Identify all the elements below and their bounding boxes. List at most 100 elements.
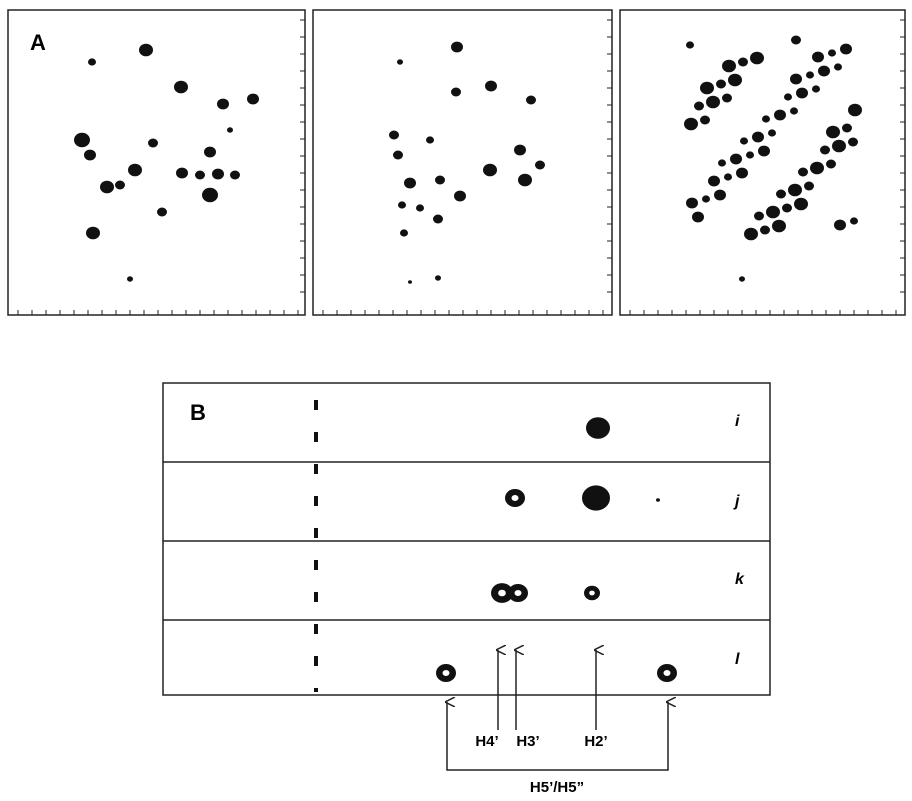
cross-peak-center <box>442 670 450 676</box>
cross-peak <box>176 167 188 179</box>
panel-label: B <box>190 400 206 425</box>
cross-peak <box>818 65 830 77</box>
cross-peak <box>393 150 403 160</box>
panel-b: B i j k l H4’ H3’ H2’ H5’/H5” <box>162 382 771 796</box>
cross-peak <box>195 170 205 180</box>
cross-peak <box>848 103 862 117</box>
cross-peak <box>416 204 424 212</box>
cross-peak <box>806 71 814 79</box>
cross-peak <box>433 214 443 224</box>
cross-peak-center <box>498 589 506 597</box>
peak-label: H5’/H5” <box>530 779 584 796</box>
cross-peak <box>750 51 764 65</box>
cross-peak <box>730 153 742 165</box>
cross-peak <box>174 80 188 94</box>
cross-peak <box>692 211 704 223</box>
cross-peak <box>746 151 754 159</box>
cross-peak <box>739 276 745 282</box>
cross-peak <box>84 149 96 161</box>
cross-peak <box>485 80 497 92</box>
cross-peak <box>518 173 532 187</box>
cross-peak <box>451 87 461 97</box>
cross-peak <box>694 101 704 111</box>
cross-peak <box>788 183 802 197</box>
cross-peak <box>435 175 445 185</box>
cross-peak <box>227 127 233 133</box>
cross-peak <box>397 59 403 65</box>
spectrum-frame <box>162 382 771 696</box>
cross-peak <box>798 167 808 177</box>
cross-peak <box>714 189 726 201</box>
cross-peak <box>782 203 792 213</box>
cross-peak <box>758 145 770 157</box>
cross-peak <box>706 95 720 109</box>
cross-peak <box>744 227 758 241</box>
cross-peak <box>738 57 748 67</box>
spectrum-frame <box>7 9 306 316</box>
cross-peak <box>840 43 852 55</box>
cross-peak <box>127 276 133 282</box>
cross-peak <box>850 217 858 225</box>
cross-peak <box>702 195 710 203</box>
cross-peak <box>700 81 714 95</box>
cross-peak <box>784 93 792 101</box>
cross-peak <box>514 144 526 156</box>
cross-peak <box>686 197 698 209</box>
cross-peak <box>740 137 748 145</box>
cross-peak <box>760 225 770 235</box>
cross-peak <box>408 280 412 284</box>
panel-a: A <box>7 9 906 316</box>
cross-peak <box>722 93 732 103</box>
row-label: j <box>733 493 740 510</box>
cross-peak <box>772 219 786 233</box>
cross-peak <box>810 161 824 175</box>
cross-peak <box>826 159 836 169</box>
cross-peak <box>157 207 167 217</box>
cross-peak <box>115 180 125 190</box>
cross-peak <box>389 130 399 140</box>
cross-peak <box>586 417 610 439</box>
cross-peak <box>752 131 764 143</box>
panel-label: A <box>30 30 46 55</box>
cross-peak-center <box>589 590 595 596</box>
cross-peak <box>230 170 240 180</box>
cross-peak <box>766 205 780 219</box>
cross-peak <box>148 138 158 148</box>
cross-peak <box>768 129 776 137</box>
bracket-arrow <box>447 702 668 771</box>
cross-peak-center <box>511 495 519 501</box>
cross-peak <box>832 139 846 153</box>
cross-peak <box>796 87 808 99</box>
cross-peak <box>716 79 726 89</box>
cross-peak <box>842 123 852 133</box>
cross-peak <box>794 197 808 211</box>
cross-peak <box>656 498 660 502</box>
cross-peak <box>404 177 416 189</box>
cross-peak <box>86 226 100 240</box>
cross-peak <box>812 51 824 63</box>
cross-peak <box>790 107 798 115</box>
cross-peak <box>722 59 736 73</box>
cross-peak <box>398 201 406 209</box>
cross-peak <box>728 73 742 87</box>
cross-peak <box>128 163 142 177</box>
cross-peak <box>826 125 840 139</box>
cross-peak <box>762 115 770 123</box>
cross-peak-center <box>514 590 522 596</box>
cross-peak <box>776 189 786 199</box>
row-label: l <box>735 651 740 668</box>
cross-peak <box>774 109 786 121</box>
cross-peak <box>426 136 434 144</box>
cross-peak <box>100 180 114 194</box>
cross-peak <box>535 160 545 170</box>
row-label: k <box>735 571 745 588</box>
cross-peak <box>834 63 842 71</box>
cross-peak <box>686 41 694 49</box>
peak-label: H3’ <box>516 733 539 750</box>
cross-peak <box>754 211 764 221</box>
cross-peak <box>708 175 720 187</box>
cross-peak <box>74 132 90 148</box>
cross-peak <box>820 145 830 155</box>
cross-peak <box>435 275 441 281</box>
cross-peak <box>483 163 497 177</box>
